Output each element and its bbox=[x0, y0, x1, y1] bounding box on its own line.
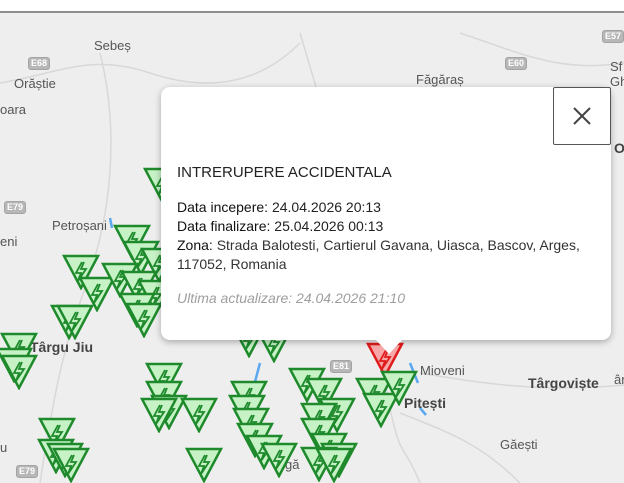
road-shield: E81 bbox=[330, 360, 353, 373]
lightning-icon bbox=[272, 449, 286, 470]
end-row: Data finalizare: 25.04.2026 00:13 bbox=[177, 217, 595, 236]
outage-marker[interactable] bbox=[78, 276, 116, 312]
lightning-icon bbox=[312, 453, 326, 474]
place-label: oara bbox=[0, 102, 27, 117]
lightning-icon bbox=[374, 399, 388, 420]
place-label: gă bbox=[285, 457, 300, 472]
place-label: Făgăraș bbox=[416, 72, 464, 87]
lightning-icon bbox=[113, 269, 127, 290]
place-label: Târgu Jiu bbox=[30, 339, 94, 355]
place-label: Orăștie bbox=[14, 76, 56, 91]
outage-marker[interactable] bbox=[62, 254, 100, 290]
outage-marker[interactable] bbox=[180, 397, 218, 433]
last-updated: Ultima actualizare: 24.04.2026 21:10 bbox=[177, 290, 406, 306]
place-label: Sf bbox=[610, 59, 623, 74]
outage-marker[interactable] bbox=[140, 397, 178, 433]
road-shield: E68 bbox=[28, 57, 51, 70]
place-label: Petroșani bbox=[52, 218, 107, 233]
lightning-icon bbox=[378, 349, 392, 370]
lightning-icon bbox=[152, 404, 166, 425]
lightning-icon bbox=[134, 247, 148, 268]
lightning-icon bbox=[300, 374, 314, 395]
lightning-icon bbox=[137, 309, 151, 330]
place-label: Sebeș bbox=[94, 38, 131, 53]
place-label: Gh bbox=[610, 74, 624, 89]
outage-marker[interactable] bbox=[185, 447, 223, 483]
end-value: 25.04.2026 00:13 bbox=[274, 218, 384, 234]
outage-popup: INTRERUPERE ACCIDENTALA Data incepere: 2… bbox=[161, 87, 611, 354]
lightning-icon bbox=[12, 361, 26, 382]
start-label: Data incepere: bbox=[177, 199, 269, 215]
zone-row: Zona: Strada Balotesti, Cartierul Gavana… bbox=[177, 236, 595, 274]
lightning-icon bbox=[74, 261, 88, 282]
lightning-icon bbox=[68, 311, 82, 332]
lightning-icon bbox=[64, 454, 78, 475]
road-shield: E57 bbox=[602, 30, 624, 43]
outage-marker[interactable] bbox=[0, 354, 38, 390]
outage-marker[interactable] bbox=[56, 304, 94, 340]
lightning-icon bbox=[327, 454, 341, 475]
road-shield: E79 bbox=[4, 201, 27, 214]
lightning-icon bbox=[197, 454, 211, 475]
close-button[interactable] bbox=[553, 87, 611, 145]
lightning-icon bbox=[267, 334, 281, 355]
place-label: Găești bbox=[500, 437, 538, 452]
start-value: 24.04.2026 20:13 bbox=[271, 199, 381, 215]
outage-marker[interactable] bbox=[380, 370, 418, 406]
popup-title: INTRERUPERE ACCIDENTALA bbox=[177, 164, 392, 181]
lightning-icon bbox=[90, 283, 104, 304]
place-label: O bbox=[614, 140, 624, 156]
place-label: Mioveni bbox=[420, 363, 465, 378]
lightning-icon bbox=[192, 404, 206, 425]
outage-marker[interactable] bbox=[260, 442, 298, 478]
close-icon bbox=[573, 107, 591, 125]
outage-marker[interactable] bbox=[52, 447, 90, 483]
zone-value: Strada Balotesti, Cartierul Gavana, Uias… bbox=[177, 237, 580, 272]
start-row: Data incepere: 24.04.2026 20:13 bbox=[177, 198, 595, 217]
place-label: ân bbox=[614, 372, 624, 387]
road-shield: E60 bbox=[505, 57, 528, 70]
outage-marker[interactable] bbox=[362, 392, 400, 428]
place-label: Târgoviște bbox=[528, 375, 599, 391]
place-label: u bbox=[0, 440, 8, 455]
zone-label: Zona: bbox=[177, 237, 213, 253]
lightning-icon bbox=[392, 377, 406, 398]
place-label: Pitești bbox=[404, 395, 447, 411]
road-shield: E79 bbox=[16, 465, 39, 478]
place-label: eni bbox=[0, 234, 18, 249]
outage-marker[interactable] bbox=[125, 302, 163, 338]
end-label: Data finalizare: bbox=[177, 218, 271, 234]
outage-marker[interactable] bbox=[315, 447, 353, 483]
